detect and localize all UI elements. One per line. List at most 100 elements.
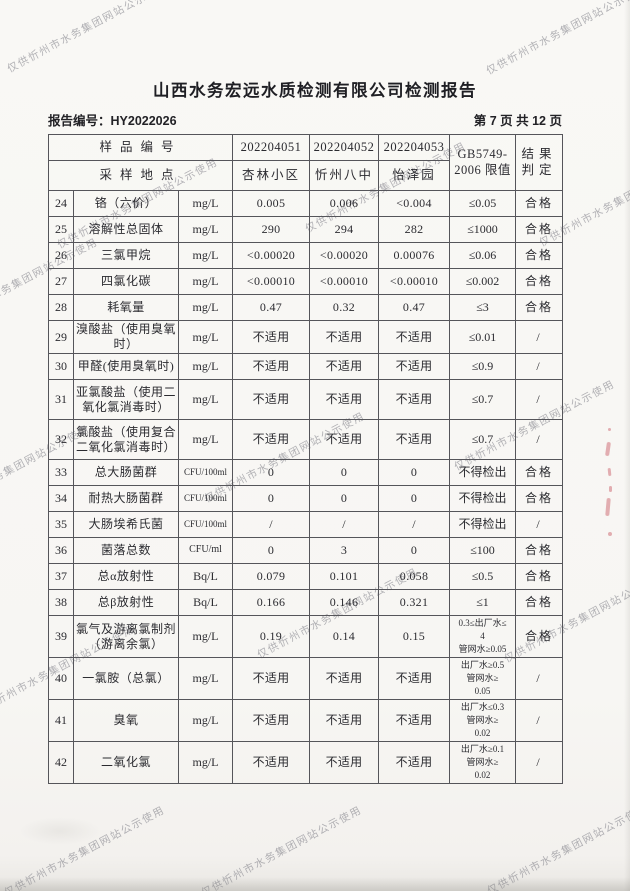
unit: Bq/L	[177, 563, 234, 590]
red-ink-mark	[607, 467, 612, 477]
result: 合格	[515, 216, 564, 243]
limit: ≤0.7	[449, 379, 517, 420]
limit: ≤1	[449, 589, 517, 616]
sample-location: 忻州八中	[309, 160, 380, 191]
sample-id: 202204051	[232, 134, 311, 161]
row-number: 29	[48, 320, 74, 354]
value-sample2: 不适用	[309, 353, 380, 380]
location-label: 采样地点	[47, 160, 234, 191]
value-sample1: 0.005	[232, 190, 311, 217]
unit: mg/L	[177, 242, 234, 269]
value-sample3: 不适用	[378, 379, 451, 420]
value-sample2: 294	[309, 216, 380, 243]
table-row: 42 二氧化氯 mg/L 不适用 不适用 不适用 出厂水≥0.1 管网水≥ 0.…	[48, 741, 564, 784]
result: 合格	[515, 589, 564, 616]
value-sample2: 不适用	[309, 741, 380, 784]
row-number: 30	[48, 353, 74, 380]
header-row-location: 采样地点 杏林小区 忻州八中 怡泽园	[47, 160, 563, 191]
watermark: 仅供忻州市水务集团网站公示使用	[5, 0, 170, 76]
value-sample1: 不适用	[232, 741, 311, 784]
value-sample1: 不适用	[232, 419, 311, 460]
value-sample2: 不适用	[309, 699, 380, 742]
row-number: 33	[48, 459, 74, 486]
table-row: 37 总α放射性 Bq/L 0.079 0.101 0.058 ≤0.5 合格	[48, 563, 564, 590]
table-row: 39 氯气及游离氯制剂 （游离余氯） mg/L 0.19 0.14 0.15 0…	[48, 615, 564, 658]
unit: mg/L	[177, 379, 234, 420]
table-row: 27 四氯化碳 mg/L <0.00010 <0.00010 <0.00010 …	[48, 268, 564, 295]
sample-id-label: 样品编号	[47, 134, 234, 161]
table-row: 31 亚氯酸盐（使用二 氧化氯消毒时） mg/L 不适用 不适用 不适用 ≤0.…	[48, 379, 564, 420]
value-sample3: 0.058	[378, 563, 451, 590]
limit: 出厂水≤0.3 管网水≥ 0.02	[449, 699, 517, 742]
value-sample1: 不适用	[232, 657, 311, 700]
table-row: 34 耐热大肠菌群 CFU/100ml 0 0 0 不得检出 合格	[48, 485, 564, 512]
page-indicator: 第 7 页 共 12 页	[473, 114, 562, 128]
result: 合格	[515, 294, 564, 321]
parameter-name: 一氯胺（总氯）	[73, 657, 179, 700]
limit: ≤100	[449, 537, 517, 564]
row-number: 41	[48, 699, 74, 742]
limit: 不得检出	[449, 459, 517, 486]
limit: 0.3≤出厂水≤ 4 管网水≥0.05	[449, 615, 517, 658]
table-row: 30 甲醛(使用臭氧时) mg/L 不适用 不适用 不适用 ≤0.9 /	[48, 353, 564, 380]
unit: mg/L	[177, 419, 234, 460]
value-sample2: <0.00020	[309, 242, 380, 269]
value-sample1: <0.00010	[232, 268, 311, 295]
limit: ≤0.9	[449, 353, 517, 380]
row-number: 36	[48, 537, 74, 564]
value-sample3: 不适用	[378, 419, 451, 460]
unit: mg/L	[177, 216, 234, 243]
value-sample1: 不适用	[232, 353, 311, 380]
value-sample2: 0.006	[309, 190, 380, 217]
result: 合格	[515, 268, 564, 295]
value-sample2: <0.00010	[309, 268, 380, 295]
value-sample3: 不适用	[378, 353, 451, 380]
result: /	[515, 657, 564, 700]
value-sample2: 不适用	[309, 379, 380, 420]
parameter-name: 二氧化氯	[73, 741, 179, 784]
unit: mg/L	[177, 699, 234, 742]
table-row: 32 氯酸盐（使用复合 二氧化氯消毒时） mg/L 不适用 不适用 不适用 ≤0…	[48, 419, 564, 460]
limit: ≤0.7	[449, 419, 517, 460]
results-table: 样品编号 202204051 202204052 202204053 GB574…	[47, 134, 564, 784]
parameter-name: 氯气及游离氯制剂 （游离余氯）	[73, 615, 179, 658]
unit: Bq/L	[177, 589, 234, 616]
result: 合格	[515, 190, 564, 217]
result-header: 结果 判定	[515, 134, 564, 191]
limit: ≤0.01	[449, 320, 517, 354]
row-number: 31	[48, 379, 74, 420]
limit: 出厂水≥0.5 管网水≥ 0.05	[449, 657, 517, 700]
value-sample1: 不适用	[232, 379, 311, 420]
limit: ≤0.002	[449, 268, 517, 295]
table-row: 28 耗氧量 mg/L 0.47 0.32 0.47 ≤3 合格	[48, 294, 564, 321]
value-sample3: 0	[378, 485, 451, 512]
row-number: 34	[48, 485, 74, 512]
value-sample3: 不适用	[378, 699, 451, 742]
value-sample3: 0.15	[378, 615, 451, 658]
parameter-name: 总β放射性	[73, 589, 179, 616]
value-sample1: 不适用	[232, 320, 311, 354]
sample-location: 杏林小区	[232, 160, 311, 191]
table-row: 36 菌落总数 CFU/ml 0 3 0 ≤100 合格	[48, 537, 564, 564]
value-sample1: 290	[232, 216, 311, 243]
limit: ≤0.5	[449, 563, 517, 590]
parameter-name: 菌落总数	[73, 537, 179, 564]
value-sample3: 0.321	[378, 589, 451, 616]
result: /	[515, 320, 564, 354]
unit: mg/L	[177, 294, 234, 321]
table-row: 26 三氯甲烷 mg/L <0.00020 <0.00020 0.00076 ≤…	[48, 242, 564, 269]
value-sample2: 3	[309, 537, 380, 564]
value-sample2: 0	[309, 485, 380, 512]
red-ink-mark	[605, 497, 611, 517]
parameter-name: 四氯化碳	[73, 268, 179, 295]
red-ink-mark	[609, 486, 612, 492]
value-sample3: 0.00076	[378, 242, 451, 269]
parameter-name: 亚氯酸盐（使用二 氧化氯消毒时）	[73, 379, 179, 420]
parameter-name: 总大肠菌群	[73, 459, 179, 486]
limit: ≤3	[449, 294, 517, 321]
value-sample2: 不适用	[309, 320, 380, 354]
value-sample1: 0	[232, 537, 311, 564]
value-sample1: <0.00020	[232, 242, 311, 269]
sample-location: 怡泽园	[378, 160, 451, 191]
